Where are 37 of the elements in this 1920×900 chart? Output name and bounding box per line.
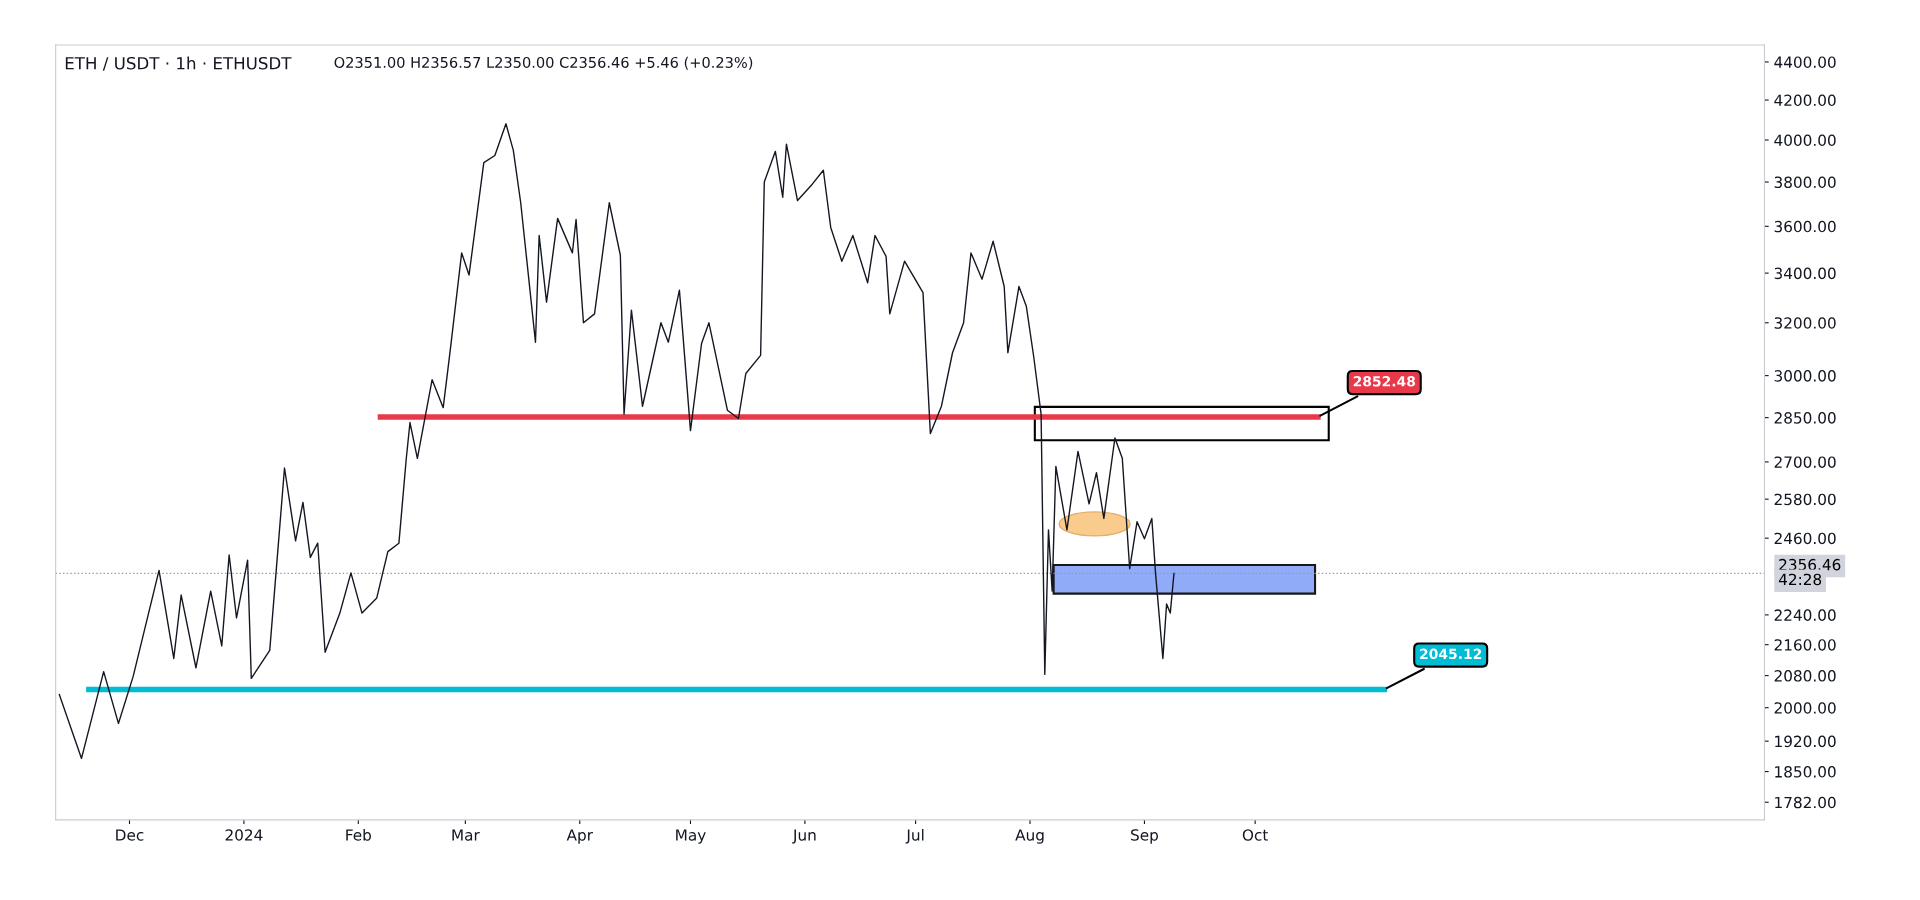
y-tick-label: 4400.00 — [1774, 56, 1836, 68]
x-tick-label: Aug — [1015, 829, 1044, 844]
y-tick-label: 2160.00 — [1774, 639, 1836, 651]
x-tick-label: Sep — [1131, 829, 1158, 844]
x-tick-label: Jun — [792, 829, 816, 844]
text: O2351.00 H2356.57 L2350.00 C2356.46 +5.46 (+0.23%) — [334, 56, 753, 70]
y-tick-label: 4000.00 — [1774, 134, 1836, 147]
y-tick-label: 1782.00 — [1775, 796, 1836, 809]
y-tick-label: 2580.00 — [1774, 493, 1836, 506]
x-tick-label: May — [676, 829, 706, 844]
text: ETH / USDT · 1h · ETHUSDT — [65, 56, 292, 71]
y-tick-label: 2460.00 — [1774, 532, 1836, 545]
y-tick-label: 2080.00 — [1774, 670, 1836, 682]
x-tick-label: Jul — [905, 828, 924, 844]
y-tick-label: 3800.00 — [1774, 176, 1836, 189]
y-tick-label: 2000.00 — [1774, 702, 1836, 714]
x-tick-label: Mar — [452, 829, 480, 841]
y-tick-label: 4200.00 — [1774, 94, 1836, 107]
line-series — [58, 123, 1175, 760]
y-tick-label: 3400.00 — [1774, 267, 1836, 280]
annotation: 2045.12 — [1420, 648, 1482, 660]
y-tick-label: 3000.00 — [1774, 370, 1836, 382]
y-tick-label: 2240.00 — [1774, 609, 1836, 621]
x-tick-label: Apr — [566, 829, 593, 844]
x-tick-label: Dec — [116, 829, 144, 841]
y-tick-label: 3200.00 — [1774, 317, 1836, 329]
x-tick-label: Feb — [346, 828, 372, 841]
annotation: 2852.48 — [1353, 376, 1416, 387]
y-tick-label: 1920.00 — [1775, 735, 1836, 748]
y-tick-label: 3600.00 — [1774, 220, 1836, 233]
x-tick-label: Oct — [1242, 829, 1268, 841]
y-tick-label: 2700.00 — [1774, 456, 1836, 468]
ref-line-label: 2356.46 — [1779, 558, 1841, 571]
text: 42:28 — [1778, 573, 1822, 586]
x-tick-label: 2024 — [225, 829, 263, 841]
y-tick-label: 2850.00 — [1774, 412, 1836, 424]
y-tick-label: 1850.00 — [1775, 766, 1836, 778]
